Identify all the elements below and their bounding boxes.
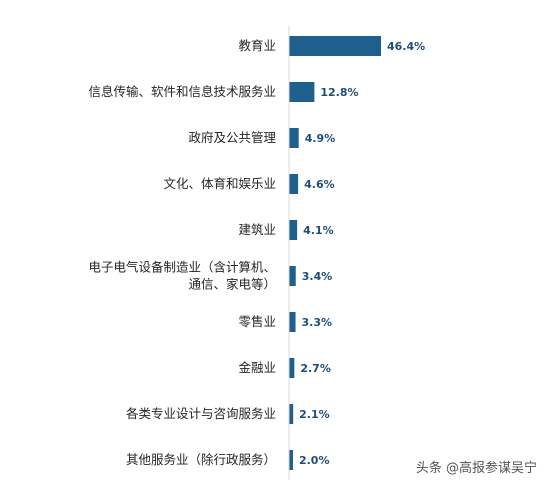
bar-4: [289, 220, 298, 240]
bar-1: [289, 82, 315, 102]
data-label-1: 12.8%: [320, 86, 358, 99]
category-label-0: 教育业: [238, 38, 276, 53]
bar-5: [289, 266, 296, 286]
bar-8: [289, 404, 294, 424]
category-label-4: 建筑业: [238, 222, 276, 237]
data-label-4: 4.1%: [303, 224, 334, 237]
data-label-2: 4.9%: [305, 132, 336, 145]
bar-3: [289, 174, 299, 194]
category-label-2: 政府及公共管理: [188, 130, 276, 145]
data-label-8: 2.1%: [299, 408, 330, 421]
bar-2: [289, 128, 299, 148]
watermark: 头条 @高报参谋吴宁: [415, 461, 537, 476]
category-label-9: 其他服务业（除行政服务）: [126, 452, 276, 467]
category-label-3: 文化、体育和娱乐业: [163, 176, 276, 191]
bar-6: [289, 312, 296, 332]
category-label-7: 金融业: [238, 360, 276, 375]
category-label-1: 信息传输、软件和信息技术服务业: [88, 84, 276, 99]
category-label-5: 电子电气设备制造业（含计算机、通信、家电等）: [88, 260, 276, 292]
category-label-8: 各类专业设计与咨询服务业: [126, 406, 276, 421]
data-label-9: 2.0%: [299, 454, 330, 467]
category-label-6: 零售业: [238, 314, 276, 329]
data-label-5: 3.4%: [302, 270, 333, 283]
bar-7: [289, 358, 295, 378]
bar-0: [289, 36, 381, 56]
data-label-6: 3.3%: [302, 316, 333, 329]
data-label-0: 46.4%: [387, 40, 425, 53]
data-label-7: 2.7%: [300, 362, 331, 375]
bar-9: [289, 450, 293, 470]
data-label-3: 4.6%: [304, 178, 335, 191]
